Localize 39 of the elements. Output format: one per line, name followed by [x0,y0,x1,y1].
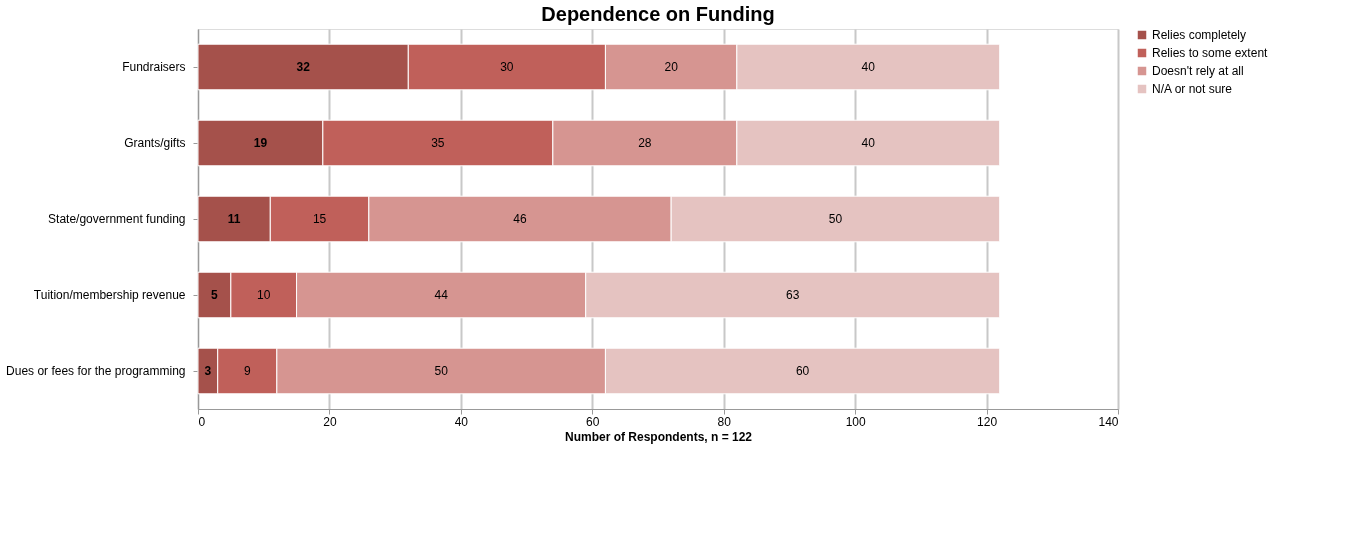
data-label: 30 [500,60,514,74]
data-label: 50 [828,212,843,226]
x-tick-label: 120 [977,414,998,429]
chart-title: Dependence on Funding [541,3,775,25]
x-tick-label: 0 [198,414,206,429]
data-label: 28 [638,136,652,150]
y-tick-label: Tuition/membership revenue [33,288,186,302]
data-label: 5 [211,288,219,302]
y-tick-label: State/government funding [48,212,186,226]
data-label: 46 [513,212,527,226]
data-label: 63 [786,288,800,302]
x-tick-label: 60 [586,414,600,429]
x-tick-label: 80 [717,414,732,429]
x-tick-label: 140 [1098,414,1119,429]
data-label: 40 [861,136,876,150]
data-label: 9 [243,364,251,378]
x-tick-label: 40 [454,414,469,429]
data-label: 40 [861,60,876,74]
data-label: 44 [434,288,449,302]
legend-label: Relies completely [1152,28,1247,42]
data-label: 35 [431,136,445,150]
legend-label: N/A or not sure [1152,82,1233,96]
data-label: 15 [312,212,327,226]
data-label: 60 [795,364,810,378]
legend-label: Doesn't rely at all [1152,64,1244,78]
data-label: 3 [204,364,212,378]
legend-label: Relies to some extent [1152,46,1269,60]
data-label: 20 [664,60,679,74]
data-label: 19 [253,136,268,150]
y-tick-label: Dues or fees for the programming [6,364,186,378]
x-tick-label: 100 [845,414,866,429]
data-label: 10 [257,288,271,302]
x-tick-label: 20 [323,414,337,429]
x-axis-title: Number of Respondents, n = 122 [564,429,753,444]
data-label: 32 [296,60,311,74]
y-tick-label: Fundraisers [122,60,186,74]
data-label: 50 [434,364,449,378]
data-label: 11 [227,212,241,226]
y-tick-label: Grants/gifts [124,136,186,150]
